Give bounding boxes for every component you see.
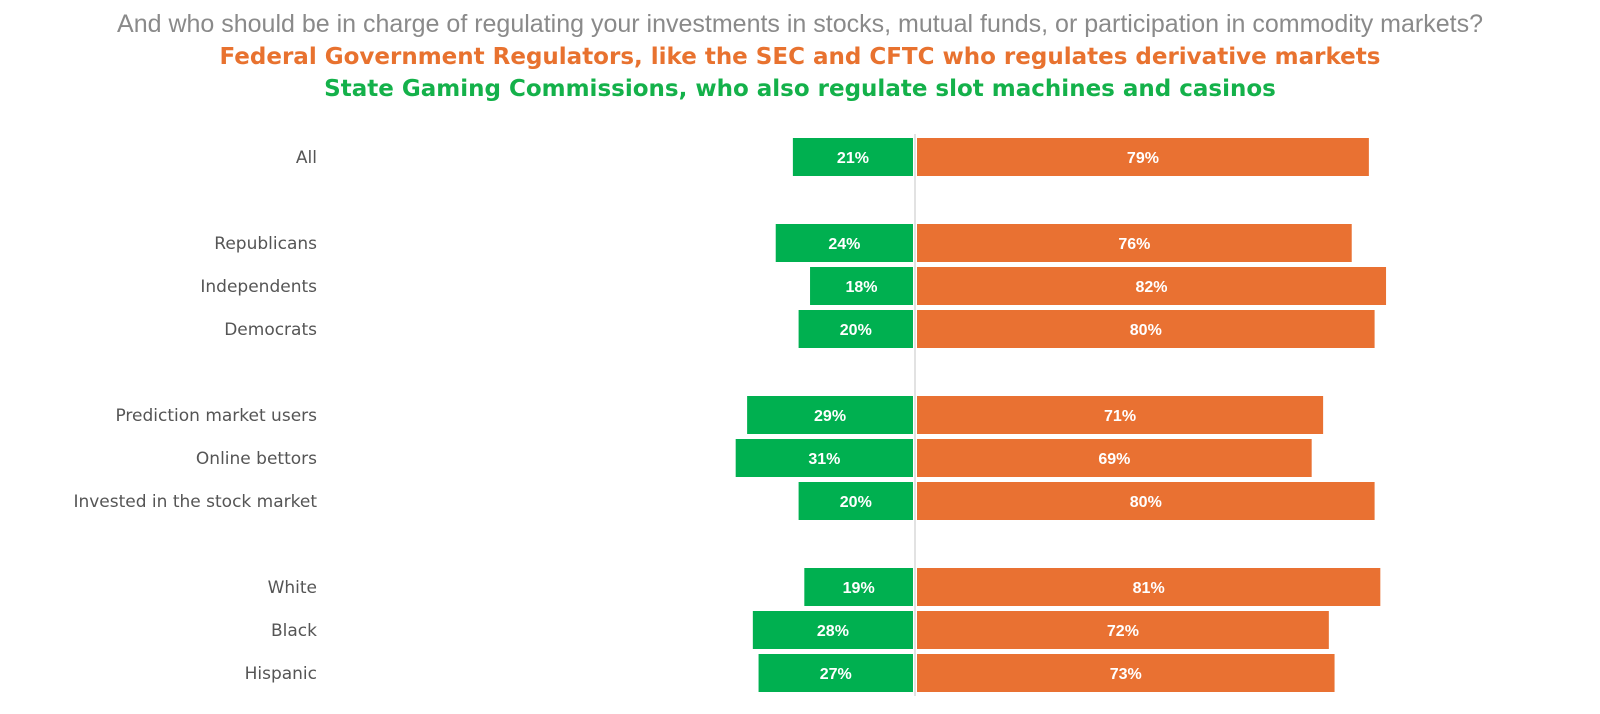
value-label-federal-regulators: 76%: [1118, 236, 1150, 253]
value-label-federal-regulators: 71%: [1104, 408, 1136, 425]
category-label: Hispanic: [245, 664, 317, 684]
value-label-federal-regulators: 81%: [1133, 580, 1165, 597]
category-label: Prediction market users: [115, 406, 317, 426]
value-label-federal-regulators: 73%: [1110, 666, 1142, 683]
bar-federal-regulators: [917, 138, 1369, 176]
bar-federal-regulators: [917, 310, 1375, 348]
category-label: Republicans: [214, 234, 317, 254]
bar-state-gaming: [810, 267, 913, 305]
bar-state-gaming: [798, 482, 913, 520]
category-label: Independents: [200, 277, 317, 297]
bar-state-gaming: [792, 138, 913, 176]
category-label: Democrats: [224, 320, 317, 340]
bar-federal-regulators: [917, 267, 1387, 305]
value-label-state-gaming: 20%: [840, 322, 872, 339]
bar-state-gaming: [804, 568, 913, 606]
category-label: Black: [271, 621, 317, 641]
value-label-state-gaming: 21%: [837, 150, 869, 167]
value-label-state-gaming: 18%: [846, 279, 878, 296]
category-label: White: [268, 578, 317, 598]
value-label-state-gaming: 19%: [843, 580, 875, 597]
value-label-federal-regulators: 80%: [1130, 322, 1162, 339]
value-label-state-gaming: 28%: [817, 623, 849, 640]
value-label-state-gaming: 27%: [820, 666, 852, 683]
value-label-state-gaming: 29%: [814, 408, 846, 425]
value-label-federal-regulators: 69%: [1098, 451, 1130, 468]
bar-state-gaming: [798, 310, 913, 348]
value-label-federal-regulators: 79%: [1127, 150, 1159, 167]
value-label-federal-regulators: 80%: [1130, 494, 1162, 511]
bar-federal-regulators: [917, 568, 1381, 606]
bar-state-gaming: [775, 224, 913, 262]
legend-federal-regulators: Federal Government Regulators, like the …: [219, 44, 1381, 70]
category-label: Invested in the stock market: [73, 492, 317, 512]
value-label-state-gaming: 20%: [840, 494, 872, 511]
bar-federal-regulators: [917, 396, 1324, 434]
bar-federal-regulators: [917, 654, 1335, 692]
bar-federal-regulators: [917, 482, 1375, 520]
value-label-state-gaming: 31%: [808, 451, 840, 468]
bar-state-gaming: [752, 611, 913, 649]
value-label-state-gaming: 24%: [828, 236, 860, 253]
category-label: All: [296, 148, 317, 168]
bar-federal-regulators: [917, 224, 1352, 262]
bar-federal-regulators: [917, 611, 1329, 649]
chart-question: And who should be in charge of regulatin…: [117, 10, 1483, 38]
value-label-federal-regulators: 82%: [1136, 279, 1168, 296]
bar-state-gaming: [735, 439, 913, 477]
bar-state-gaming: [758, 654, 913, 692]
bar-federal-regulators: [917, 439, 1312, 477]
bar-state-gaming: [747, 396, 913, 434]
category-label: Online bettors: [196, 449, 317, 469]
legend-state-gaming: State Gaming Commissions, who also regul…: [324, 76, 1276, 102]
value-label-federal-regulators: 72%: [1107, 623, 1139, 640]
